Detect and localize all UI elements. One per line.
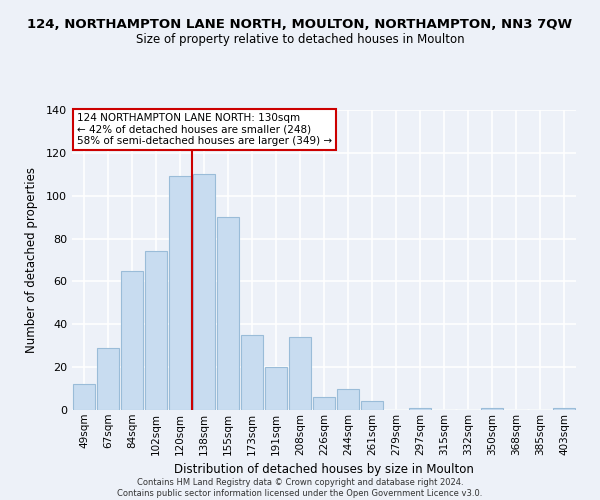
Bar [553,408,575,410]
Text: 124 NORTHAMPTON LANE NORTH: 130sqm
← 42% of detached houses are smaller (248)
58: 124 NORTHAMPTON LANE NORTH: 130sqm ← 42%… [77,113,332,146]
Bar [241,335,263,410]
Bar [121,270,143,410]
Bar [217,217,239,410]
Bar [289,337,311,410]
Bar [409,408,431,410]
Y-axis label: Number of detached properties: Number of detached properties [25,167,38,353]
Bar [145,252,167,410]
X-axis label: Distribution of detached houses by size in Moulton: Distribution of detached houses by size … [174,463,474,476]
Text: Size of property relative to detached houses in Moulton: Size of property relative to detached ho… [136,32,464,46]
Bar [313,397,335,410]
Text: Contains HM Land Registry data © Crown copyright and database right 2024.
Contai: Contains HM Land Registry data © Crown c… [118,478,482,498]
Text: 124, NORTHAMPTON LANE NORTH, MOULTON, NORTHAMPTON, NN3 7QW: 124, NORTHAMPTON LANE NORTH, MOULTON, NO… [28,18,572,30]
Bar [169,176,191,410]
Bar [265,367,287,410]
Bar [73,384,95,410]
Bar [481,408,503,410]
Bar [97,348,119,410]
Bar [337,388,359,410]
Bar [361,402,383,410]
Bar [193,174,215,410]
